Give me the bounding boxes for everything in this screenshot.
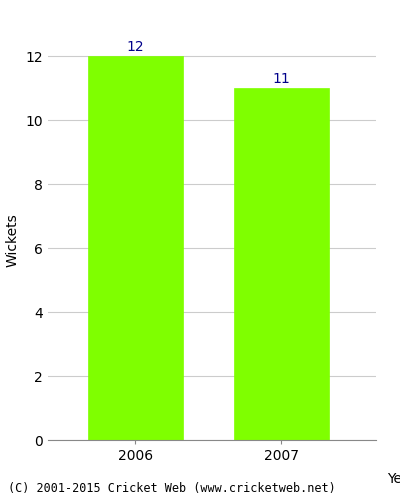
Y-axis label: Wickets: Wickets (6, 213, 20, 267)
X-axis label: Year: Year (388, 472, 400, 486)
Text: 11: 11 (272, 72, 290, 86)
Text: 12: 12 (127, 40, 144, 54)
Text: (C) 2001-2015 Cricket Web (www.cricketweb.net): (C) 2001-2015 Cricket Web (www.cricketwe… (8, 482, 336, 495)
Bar (234, 88, 329, 440)
Bar (88, 56, 183, 440)
